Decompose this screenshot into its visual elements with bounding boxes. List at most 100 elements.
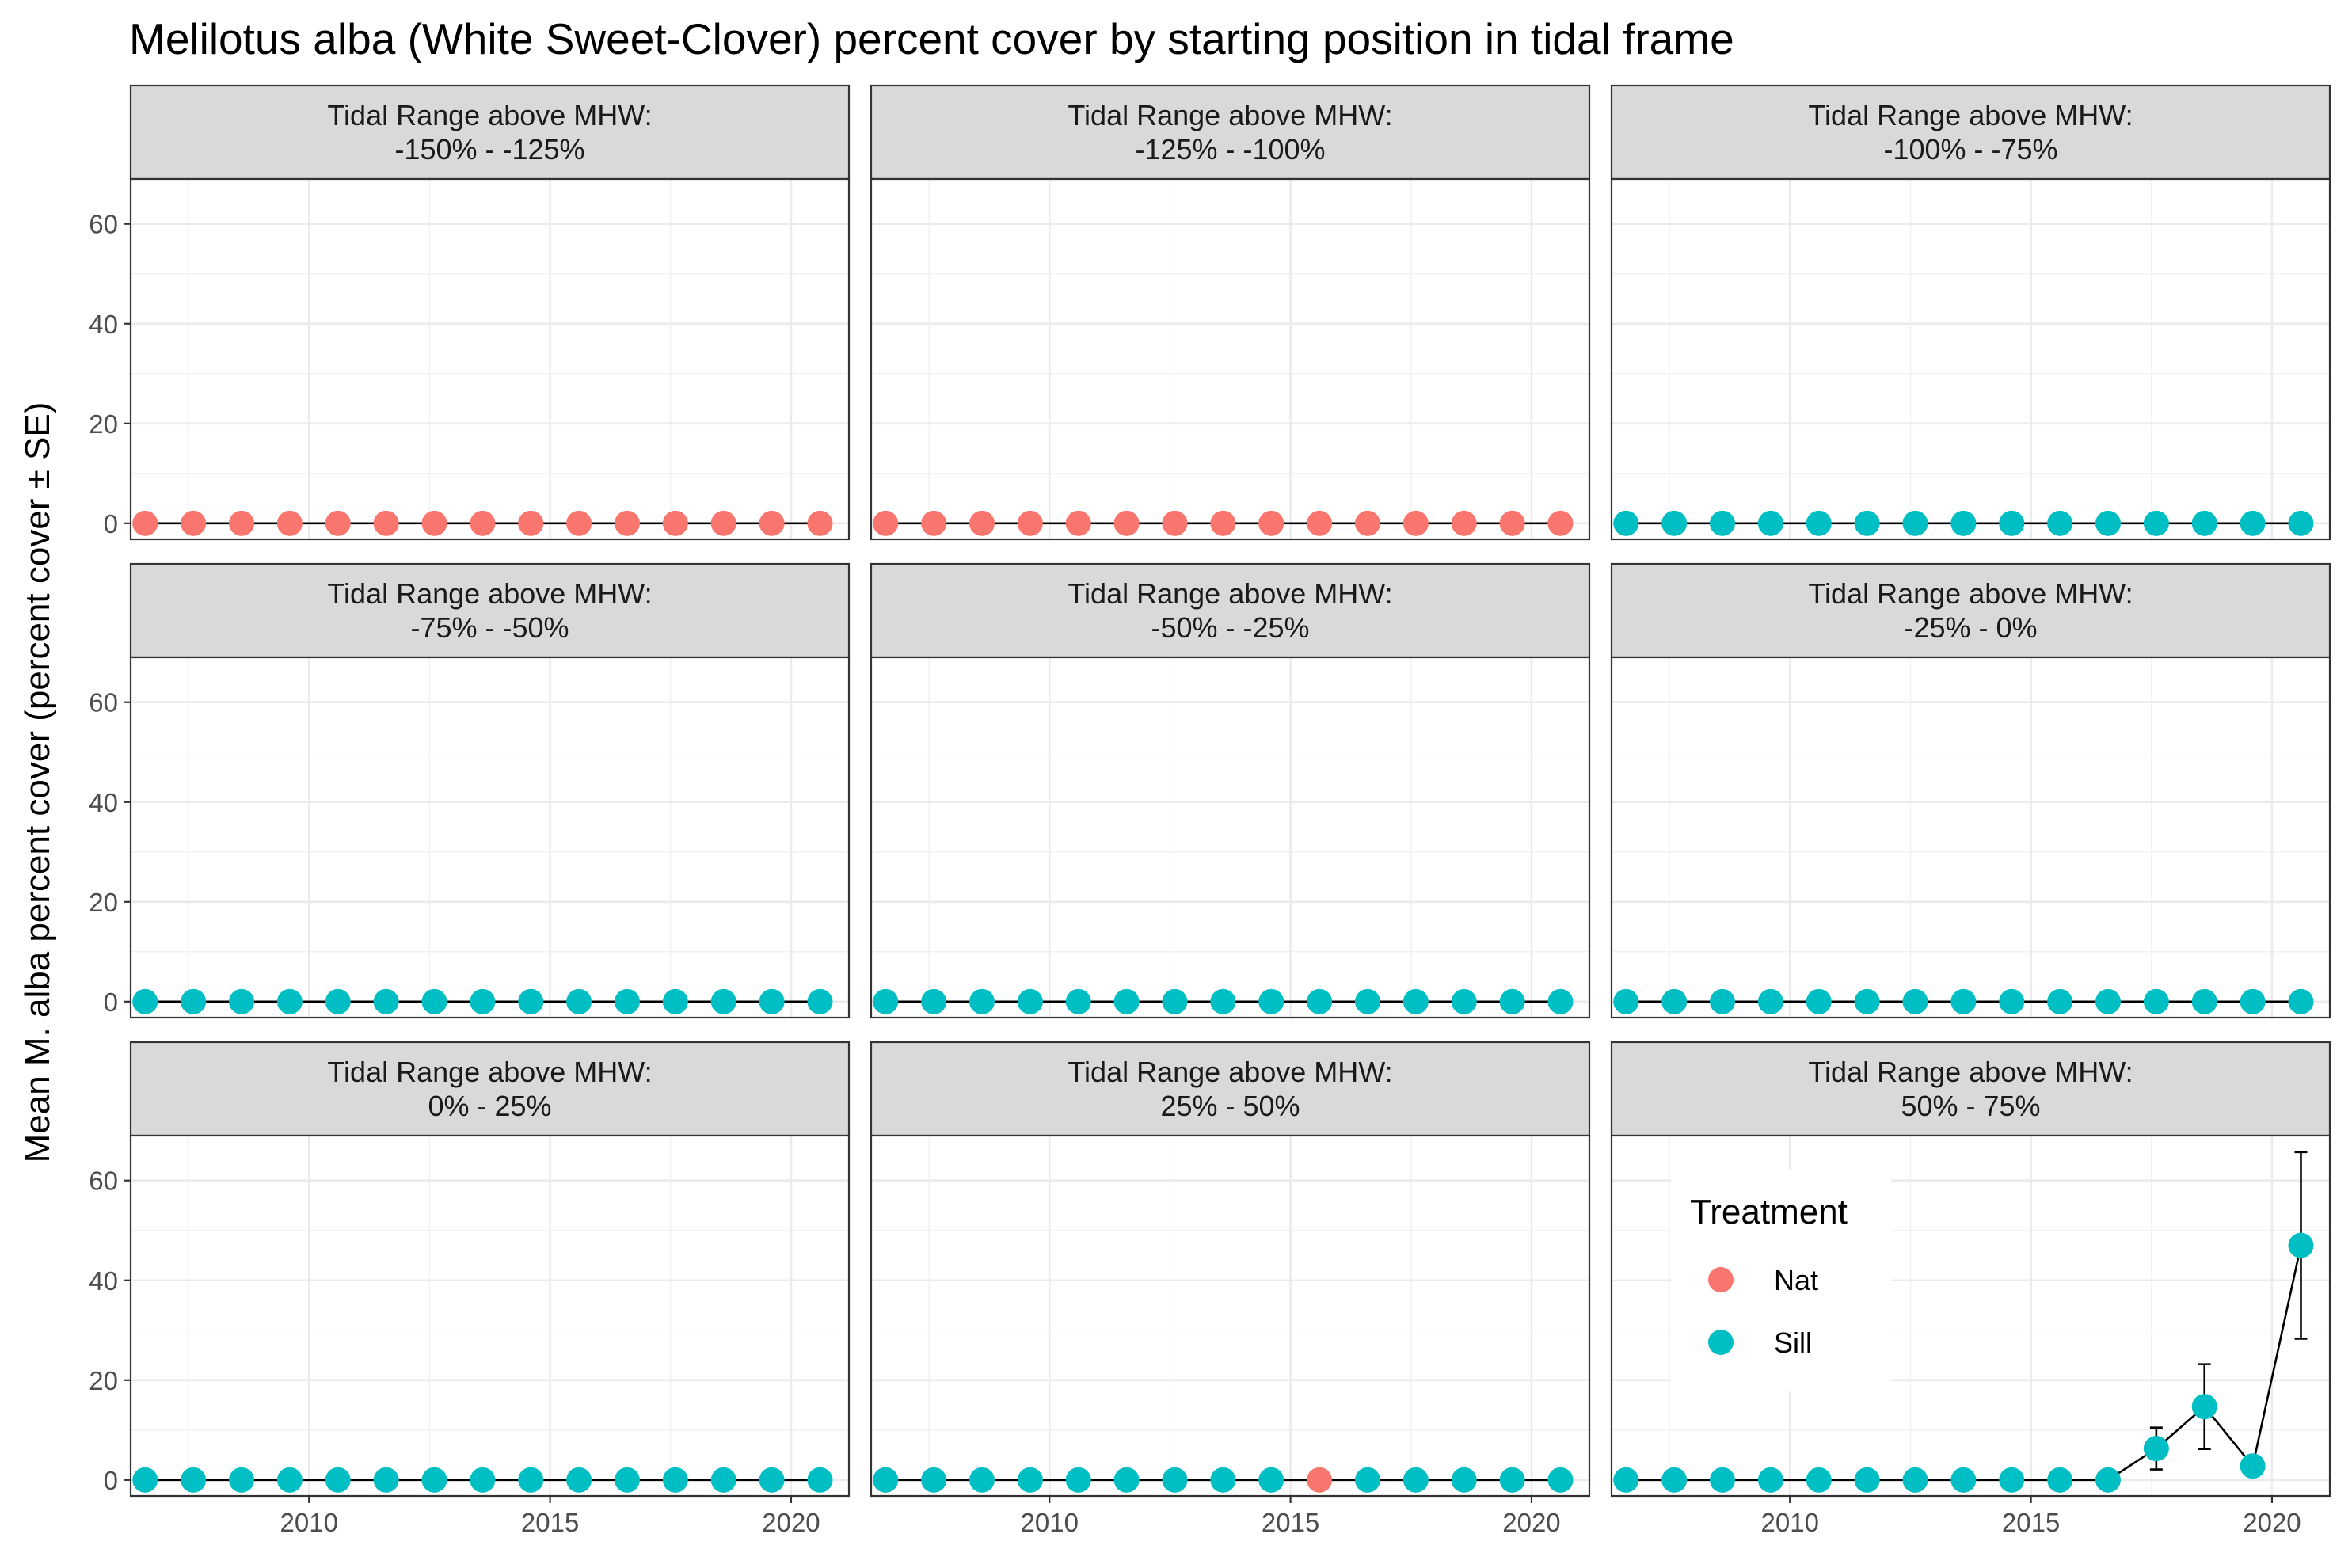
facet-strip-header: Tidal Range above MHW: xyxy=(1068,577,1392,610)
data-point-nat xyxy=(1258,510,1284,536)
data-point-nat xyxy=(276,510,303,536)
data-point-sill xyxy=(1757,1467,1783,1493)
y-tick-label: 20 xyxy=(89,409,118,439)
data-point-sill xyxy=(1613,1467,1639,1493)
data-point-sill xyxy=(1902,510,1928,536)
legend-key-nat xyxy=(1708,1267,1734,1292)
facet-strip xyxy=(1610,562,2331,659)
data-point-nat xyxy=(807,510,833,536)
chart-title: Melilotus alba (White Sweet-Clover) perc… xyxy=(129,14,1734,63)
plot-background xyxy=(871,657,1589,1018)
facet-strip-range: -150% - -125% xyxy=(394,133,584,166)
plot-background xyxy=(1612,179,2330,539)
data-point-nat xyxy=(662,510,688,536)
data-point-sill xyxy=(1162,1467,1188,1493)
data-point-sill xyxy=(1661,1467,1688,1493)
data-point-sill xyxy=(1950,988,1977,1014)
data-point-nat xyxy=(969,510,995,536)
facet-strip-range: -25% - 0% xyxy=(1904,611,2037,644)
data-point-sill xyxy=(1065,988,1091,1014)
data-point-sill xyxy=(1613,510,1639,536)
facet-strip-range: -75% - -50% xyxy=(410,611,569,644)
y-tick-label: 0 xyxy=(104,988,118,1017)
y-tick-label: 40 xyxy=(89,788,118,817)
x-tick-label: 2015 xyxy=(2002,1508,2060,1537)
plot-background xyxy=(871,1136,1589,1496)
data-point-nat xyxy=(181,510,207,536)
plot-background xyxy=(131,179,849,539)
data-point-sill xyxy=(2191,1394,2217,1420)
data-point-sill xyxy=(1017,988,1043,1014)
data-point-sill xyxy=(373,988,399,1014)
x-tick-label: 2015 xyxy=(1262,1508,1319,1537)
data-point-nat xyxy=(1499,510,1525,536)
facet-strip xyxy=(870,562,1591,659)
facet-strip-range: 0% - 25% xyxy=(428,1090,551,1122)
data-point-nat xyxy=(759,510,785,536)
facet-strip xyxy=(129,562,851,659)
data-point-sill xyxy=(662,1467,688,1493)
data-point-sill xyxy=(470,988,496,1014)
data-point-sill xyxy=(2240,1453,2266,1479)
x-tick-label: 2020 xyxy=(1502,1508,1560,1537)
data-point-nat xyxy=(325,510,351,536)
data-point-nat xyxy=(518,510,544,536)
y-tick-label: 20 xyxy=(89,888,118,917)
data-point-sill xyxy=(181,1467,207,1493)
data-point-nat xyxy=(1065,510,1091,536)
data-point-sill xyxy=(325,988,351,1014)
data-point-sill xyxy=(710,988,736,1014)
data-point-nat xyxy=(710,510,736,536)
legend-key-sill xyxy=(1708,1330,1734,1355)
x-tick-label: 2020 xyxy=(762,1508,820,1537)
panel-border xyxy=(129,1134,851,1498)
data-point-nat xyxy=(921,510,947,536)
panel-border xyxy=(129,656,851,1019)
x-tick-label: 2010 xyxy=(1761,1508,1819,1537)
data-point-nat xyxy=(1547,510,1574,536)
data-point-nat xyxy=(1354,510,1380,536)
data-point-sill xyxy=(373,1467,399,1493)
facet-strip-range: -50% - -25% xyxy=(1151,611,1309,644)
y-tick-label: 0 xyxy=(104,509,118,539)
data-point-sill xyxy=(1806,1467,1832,1493)
data-point-sill xyxy=(470,1467,496,1493)
data-point-nat xyxy=(132,510,158,536)
plot-background xyxy=(131,1136,849,1496)
facet-panel: Tidal Range above MHW:-25% - 0% xyxy=(1610,562,2331,1019)
data-point-nat xyxy=(1307,1467,1333,1493)
data-point-sill xyxy=(132,1467,158,1493)
data-point-sill xyxy=(1402,988,1429,1014)
facet-panel: Tidal Range above MHW:-150% - -125% 0 20 40… xyxy=(89,84,851,541)
facet-panel: Tidal Range above MHW:0% - 25% 0 20 40 60 201… xyxy=(89,1041,851,1537)
data-point-sill xyxy=(2095,510,2121,536)
panel-border xyxy=(1610,177,2331,541)
data-point-sill xyxy=(759,1467,785,1493)
data-point-sill xyxy=(1354,1467,1380,1493)
data-point-sill xyxy=(2240,988,2266,1014)
data-point-sill xyxy=(710,1467,736,1493)
data-point-sill xyxy=(566,1467,592,1493)
facet-panel: Tidal Range above MHW:-50% - -25% xyxy=(870,562,1591,1019)
data-point-sill xyxy=(1499,1467,1525,1493)
data-point-sill xyxy=(873,988,899,1014)
plot-background xyxy=(1612,657,2330,1018)
data-point-sill xyxy=(1854,1467,1880,1493)
x-tick-label: 2010 xyxy=(1021,1508,1079,1537)
plot-background xyxy=(131,657,849,1018)
data-point-nat xyxy=(873,510,899,536)
data-point-sill xyxy=(1757,510,1783,536)
y-tick-label: 60 xyxy=(89,1166,118,1196)
facet-strip-range: 25% - 50% xyxy=(1160,1090,1300,1122)
facet-strip-header: Tidal Range above MHW: xyxy=(1068,1056,1392,1088)
panel-border xyxy=(1610,1134,2331,1498)
data-point-sill xyxy=(181,988,207,1014)
data-point-sill xyxy=(1162,988,1188,1014)
legend-background xyxy=(1671,1170,1891,1391)
facet-panel: Tidal Range above MHW:-100% - -75% xyxy=(1610,84,2331,541)
data-point-sill xyxy=(2047,510,2073,536)
data-point-nat xyxy=(470,510,496,536)
data-point-sill xyxy=(2288,1232,2314,1258)
data-point-sill xyxy=(2143,988,2169,1014)
